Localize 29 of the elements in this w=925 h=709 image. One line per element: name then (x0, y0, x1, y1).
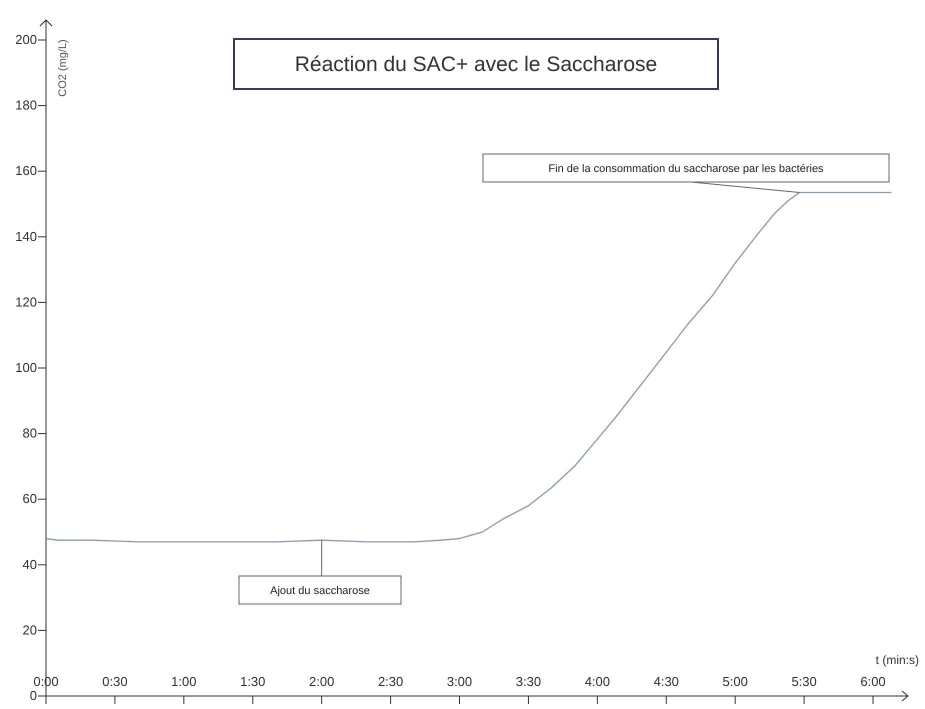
x-tick-label: 5:00 (722, 674, 748, 689)
text: Réaction du SAC+ avec le Saccharose (294, 53, 658, 76)
y-tick-label: 60 (22, 491, 37, 506)
x-tick-label: 3:30 (516, 674, 542, 689)
annotation: Fin de la consommation du saccharose par les bactéries (548, 163, 824, 175)
x-tick-label: 2:00 (309, 674, 334, 689)
y-tick-label: 80 (22, 426, 37, 441)
x-tick-label: 5:30 (791, 674, 817, 689)
x-tick-label: 1:00 (171, 674, 196, 689)
x-tick-label: 2:30 (378, 674, 404, 689)
y-tick-label: 200 (15, 32, 37, 47)
x-tick-label: 4:30 (654, 674, 679, 689)
x-tick-label: 1:30 (240, 674, 266, 689)
x-tick-label: 4:00 (584, 674, 610, 689)
x-axis-title: t (min:s) (876, 653, 919, 667)
y-tick-label: 180 (15, 98, 37, 113)
y-tick-label: 140 (15, 228, 37, 244)
y-tick-label: 160 (15, 163, 37, 178)
y-tick-label: 100 (15, 360, 37, 375)
annotation: Ajout du saccharose (270, 585, 370, 597)
line-series (45, 192, 892, 542)
x-tick-label: 6:00 (860, 674, 886, 689)
y-axis-title: CO2 (mg/L) (57, 39, 69, 97)
y-tick-label: 40 (22, 556, 37, 572)
x-tick-label: 0:30 (102, 674, 128, 689)
y-tick-label: 120 (15, 294, 37, 310)
x-tick-label: 3:00 (446, 674, 472, 689)
y-tick-label: 0 (30, 688, 37, 703)
y-tick-label: 20 (22, 622, 37, 638)
